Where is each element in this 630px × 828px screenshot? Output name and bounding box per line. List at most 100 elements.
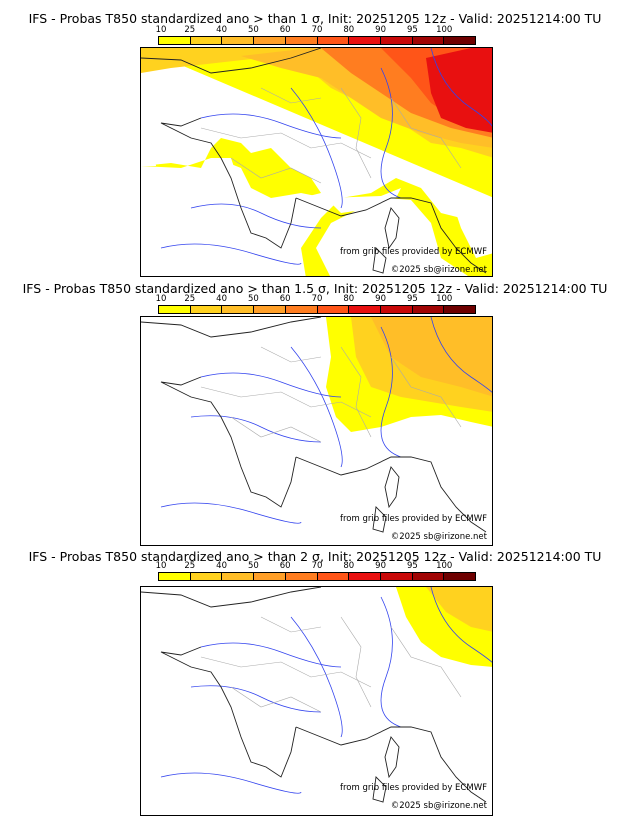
panel-title: IFS - Probas T850 standardized ano > tha…	[28, 549, 602, 564]
legend-tick-label: 25	[184, 25, 196, 35]
probability-map: from grib files provided by ECMWF ©2025 …	[140, 316, 493, 546]
panel-3: IFS - Probas T850 standardized ano > tha…	[0, 548, 630, 828]
map-svg	[141, 317, 492, 533]
prob-zone-25	[426, 587, 492, 632]
prob-zone-40	[371, 317, 492, 397]
legend-tick-label: 40	[216, 294, 228, 304]
legend-color-cell	[412, 306, 445, 313]
legend-tick-label: 70	[311, 294, 323, 304]
legend-color-cell	[285, 37, 318, 44]
panel-title: IFS - Probas T850 standardized ano > tha…	[28, 11, 602, 26]
panel-title: IFS - Probas T850 standardized ano > tha…	[22, 281, 608, 296]
legend-color-cell	[380, 37, 413, 44]
legend-tick-label: 10	[155, 25, 167, 35]
legend-color-cell	[317, 573, 350, 580]
map-svg	[141, 48, 492, 276]
coastlines	[141, 587, 487, 803]
legend-color-cell	[317, 37, 350, 44]
legend-tick-label: 60	[279, 25, 291, 35]
legend-tick-label: 95	[406, 561, 418, 571]
no-prob-area	[141, 143, 326, 276]
legend-colorbar	[158, 572, 476, 581]
legend-tick-label: 80	[343, 561, 355, 571]
legend-color-cell	[444, 306, 476, 313]
legend-tick-label: 80	[343, 294, 355, 304]
legend-color-cell	[349, 306, 381, 313]
legend-tick-label: 70	[311, 25, 323, 35]
legend-tick-label: 60	[279, 294, 291, 304]
legend-tick-label: 50	[247, 25, 259, 35]
source-credit: from grib files provided by ECMWF	[340, 514, 487, 524]
coastlines	[141, 317, 487, 533]
rivers	[160, 317, 492, 524]
copyright-credit: ©2025 sb@irizone.net	[390, 801, 487, 811]
legend-color-cell	[285, 573, 318, 580]
coastlines	[141, 48, 487, 274]
admin-borders	[200, 616, 462, 713]
admin-borders	[200, 87, 462, 184]
legend-tick-label: 90	[375, 294, 387, 304]
legend-tick-label: 70	[311, 561, 323, 571]
legend-color-cell	[254, 306, 286, 313]
legend-tick-label: 25	[184, 561, 196, 571]
legend-color-cell	[190, 573, 223, 580]
panel-1: IFS - Probas T850 standardized ano > tha…	[0, 0, 630, 277]
legend-tick-label: 100	[436, 294, 453, 304]
map-svg	[141, 587, 492, 803]
legend-tick-label: 40	[216, 25, 228, 35]
legend-color-cell	[190, 306, 223, 313]
legend-color-cell	[222, 37, 255, 44]
source-credit: from grib files provided by ECMWF	[340, 247, 487, 257]
legend-tick-label: 25	[184, 294, 196, 304]
legend-color-cell	[349, 37, 381, 44]
legend-color-cell	[444, 37, 476, 44]
legend-color-cell	[254, 37, 286, 44]
probability-map: from grib files provided by ECMWF ©2025 …	[140, 47, 493, 277]
legend-tick-label: 100	[436, 561, 453, 571]
legend-color-cell	[190, 37, 223, 44]
color-legend: 10 25 40 50 60 70 80 90 95 100	[155, 561, 476, 583]
legend-colorbar	[158, 305, 476, 314]
legend-ticks: 10 25 40 50 60 70 80 90 95 100	[155, 294, 476, 304]
no-prob-area	[451, 193, 492, 258]
legend-tick-label: 10	[155, 294, 167, 304]
legend-color-cell	[222, 573, 255, 580]
legend-tick-label: 60	[279, 561, 291, 571]
legend-tick-label: 100	[436, 25, 453, 35]
rivers	[160, 587, 492, 794]
panel-2: IFS - Probas T850 standardized ano > tha…	[0, 276, 630, 548]
legend-tick-label: 90	[375, 25, 387, 35]
legend-tick-label: 40	[216, 561, 228, 571]
source-credit: from grib files provided by ECMWF	[340, 783, 487, 793]
copyright-credit: ©2025 sb@irizone.net	[390, 532, 487, 542]
legend-color-cell	[444, 573, 476, 580]
no-prob-area	[326, 188, 401, 213]
legend-colorbar	[158, 36, 476, 45]
legend-color-cell	[412, 573, 445, 580]
color-legend: 10 25 40 50 60 70 80 90 95 100	[155, 25, 476, 47]
legend-tick-label: 10	[155, 561, 167, 571]
rivers	[160, 48, 492, 265]
legend-color-cell	[380, 573, 413, 580]
legend-color-cell	[412, 37, 445, 44]
legend-color-cell	[159, 573, 191, 580]
probability-map: from grib files provided by ECMWF ©2025 …	[140, 586, 493, 816]
legend-tick-label: 50	[247, 294, 259, 304]
legend-color-cell	[159, 306, 191, 313]
legend-color-cell	[349, 573, 381, 580]
legend-color-cell	[254, 573, 286, 580]
copyright-credit: ©2025 sb@irizone.net	[390, 265, 487, 275]
legend-tick-label: 95	[406, 294, 418, 304]
color-legend: 10 25 40 50 60 70 80 90 95 100	[155, 294, 476, 316]
legend-color-cell	[317, 306, 350, 313]
legend-color-cell	[285, 306, 318, 313]
legend-tick-label: 95	[406, 25, 418, 35]
legend-color-cell	[380, 306, 413, 313]
legend-tick-label: 80	[343, 25, 355, 35]
legend-ticks: 10 25 40 50 60 70 80 90 95 100	[155, 561, 476, 571]
admin-borders	[200, 346, 462, 443]
legend-ticks: 10 25 40 50 60 70 80 90 95 100	[155, 25, 476, 35]
legend-color-cell	[159, 37, 191, 44]
legend-color-cell	[222, 306, 255, 313]
legend-tick-label: 90	[375, 561, 387, 571]
